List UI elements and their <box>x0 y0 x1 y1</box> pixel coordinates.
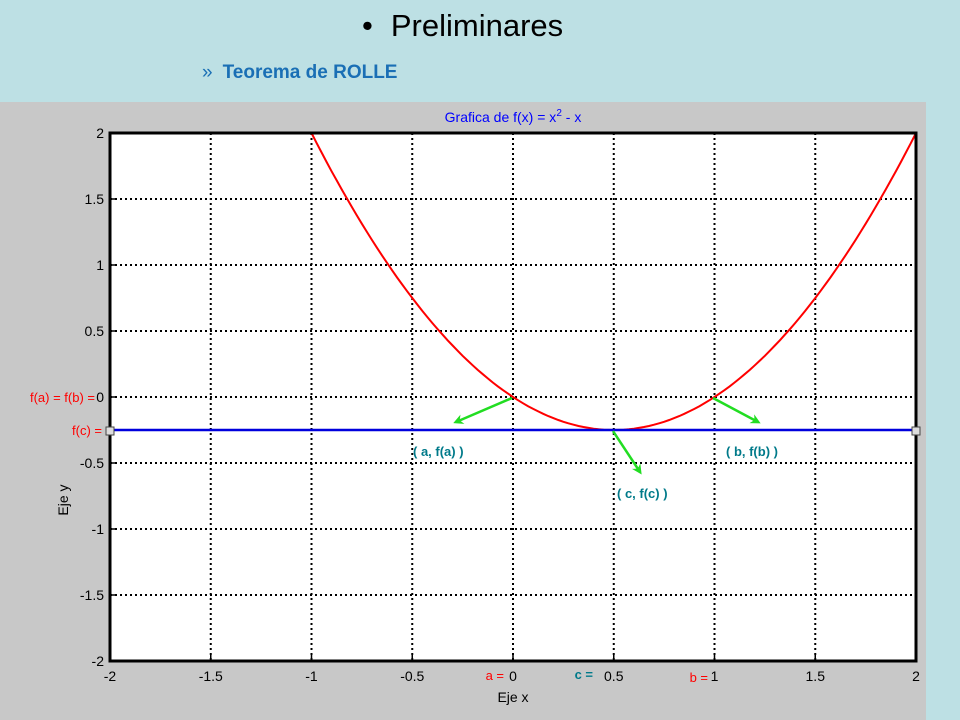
series-layer <box>110 132 917 432</box>
y-tick-label: 1.5 <box>85 191 105 207</box>
x-tick-label: 1 <box>711 668 719 684</box>
x-tick-label: -1.5 <box>199 668 223 684</box>
slide-subtitle: » Teorema de ROLLE <box>202 62 397 84</box>
x-tick-label: -1 <box>305 668 318 684</box>
y-tick-label: -1 <box>92 521 105 537</box>
chart-title: Grafica de f(x) = x2 - x <box>445 108 582 125</box>
point-label-c: ( c, f(c) ) <box>617 486 668 501</box>
y-tick-label: -1.5 <box>80 587 104 603</box>
y-tick-label: -0.5 <box>80 455 104 471</box>
title-text: Preliminares <box>390 8 564 43</box>
arrow-to-b <box>712 396 761 424</box>
y-tick-label: -2 <box>92 653 105 669</box>
point-label-b: ( b, f(b) ) <box>726 444 778 459</box>
arrow-to-c <box>611 430 642 475</box>
y-tick-label: 0 <box>96 389 104 405</box>
title-bullet: • <box>362 8 373 43</box>
slide-title: • Preliminares <box>362 8 563 44</box>
subtitle-text: Teorema de ROLLE <box>222 62 398 83</box>
annotation-fc: f(c) = <box>72 423 102 438</box>
x-tick-label: -0.5 <box>400 668 424 684</box>
line-handle-right <box>911 426 921 436</box>
x-tick-label: 2 <box>912 668 920 684</box>
y-tick-label: 2 <box>96 125 104 141</box>
x-tick-label: 1.5 <box>806 668 826 684</box>
y-tick-label: 0.5 <box>85 323 105 339</box>
grid <box>110 133 916 661</box>
line-handle-left <box>105 426 115 436</box>
annotation-b: b = <box>690 670 708 685</box>
annotation-c: c = <box>575 667 594 682</box>
subtitle-marker: » <box>202 62 213 83</box>
chart-title-main: Grafica de f(x) = x <box>445 109 557 125</box>
chart-title-suffix: - x <box>562 109 581 125</box>
x-tick-label: -2 <box>104 668 117 684</box>
y-axis-label: Eje y <box>55 484 71 515</box>
chart-title-exponent: 2 <box>556 108 562 119</box>
x-tick-label: 0 <box>509 668 517 684</box>
x-tick-label: 0.5 <box>604 668 624 684</box>
arrow-to-a <box>453 396 513 424</box>
x-axis-label: Eje x <box>497 689 528 705</box>
ticks: -2 -1.5 -1 -0.5 0 0.5 1 1.5 2 2 1.5 1 0.5 0 -0.5 -1 -1.5… <box>80 125 920 684</box>
annotation-fa-fb: f(a) = f(b) = <box>30 390 95 405</box>
point-label-a: ( a, f(a) ) <box>413 444 464 459</box>
y-tick-label: 1 <box>96 257 104 273</box>
annotation-a: a = <box>486 668 504 683</box>
